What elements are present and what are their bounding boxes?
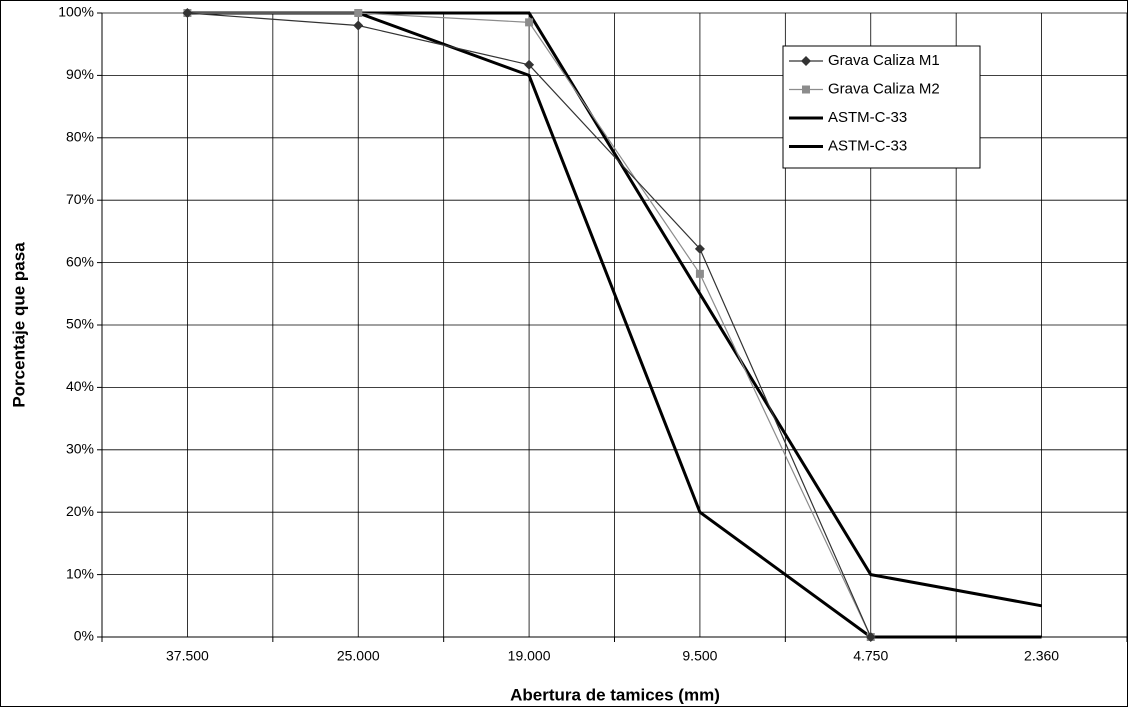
- y-tick-label: 20%: [66, 503, 94, 519]
- marker: [525, 18, 534, 27]
- marker: [801, 56, 811, 66]
- legend-label: ASTM-C-33: [828, 137, 907, 154]
- marker: [524, 59, 535, 70]
- legend: Grava Caliza M1 Grava Caliza M2 ASTM-C-33 A…: [782, 45, 981, 169]
- y-tick-label: 50%: [66, 316, 94, 332]
- x-tick-label: 37.500: [166, 648, 209, 664]
- legend-label: ASTM-C-33: [828, 109, 907, 126]
- x-tick-label: 19.000: [508, 648, 551, 664]
- x-tick-label: 9.500: [682, 648, 717, 664]
- y-tick-label: 90%: [66, 66, 94, 82]
- x-tick-label: 25.000: [337, 648, 380, 664]
- marker: [354, 9, 363, 17]
- x-tick-label: 2.360: [1024, 648, 1059, 664]
- y-tick-label: 100%: [58, 4, 94, 20]
- marker: [182, 8, 193, 18]
- y-tick-label: 80%: [66, 129, 94, 145]
- y-tick-label: 40%: [66, 378, 94, 394]
- marker: [865, 632, 876, 642]
- y-tick-label: 70%: [66, 191, 94, 207]
- marker: [353, 20, 364, 31]
- legend-label: Grava Caliza M2: [828, 80, 940, 97]
- legend-label: Grava Caliza M1: [828, 52, 940, 69]
- y-tick-label: 0%: [74, 628, 94, 644]
- y-tick-label: 60%: [66, 253, 94, 269]
- x-axis-title: Abertura de tamices (mm): [510, 685, 720, 704]
- marker: [802, 85, 810, 94]
- y-tick-label: 10%: [66, 565, 94, 581]
- y-tick-label: 30%: [66, 441, 94, 457]
- x-tick-label: 4.750: [853, 648, 888, 664]
- marker: [695, 269, 704, 278]
- marker: [694, 243, 705, 254]
- y-axis-title: Porcentaje que pasa: [9, 242, 28, 408]
